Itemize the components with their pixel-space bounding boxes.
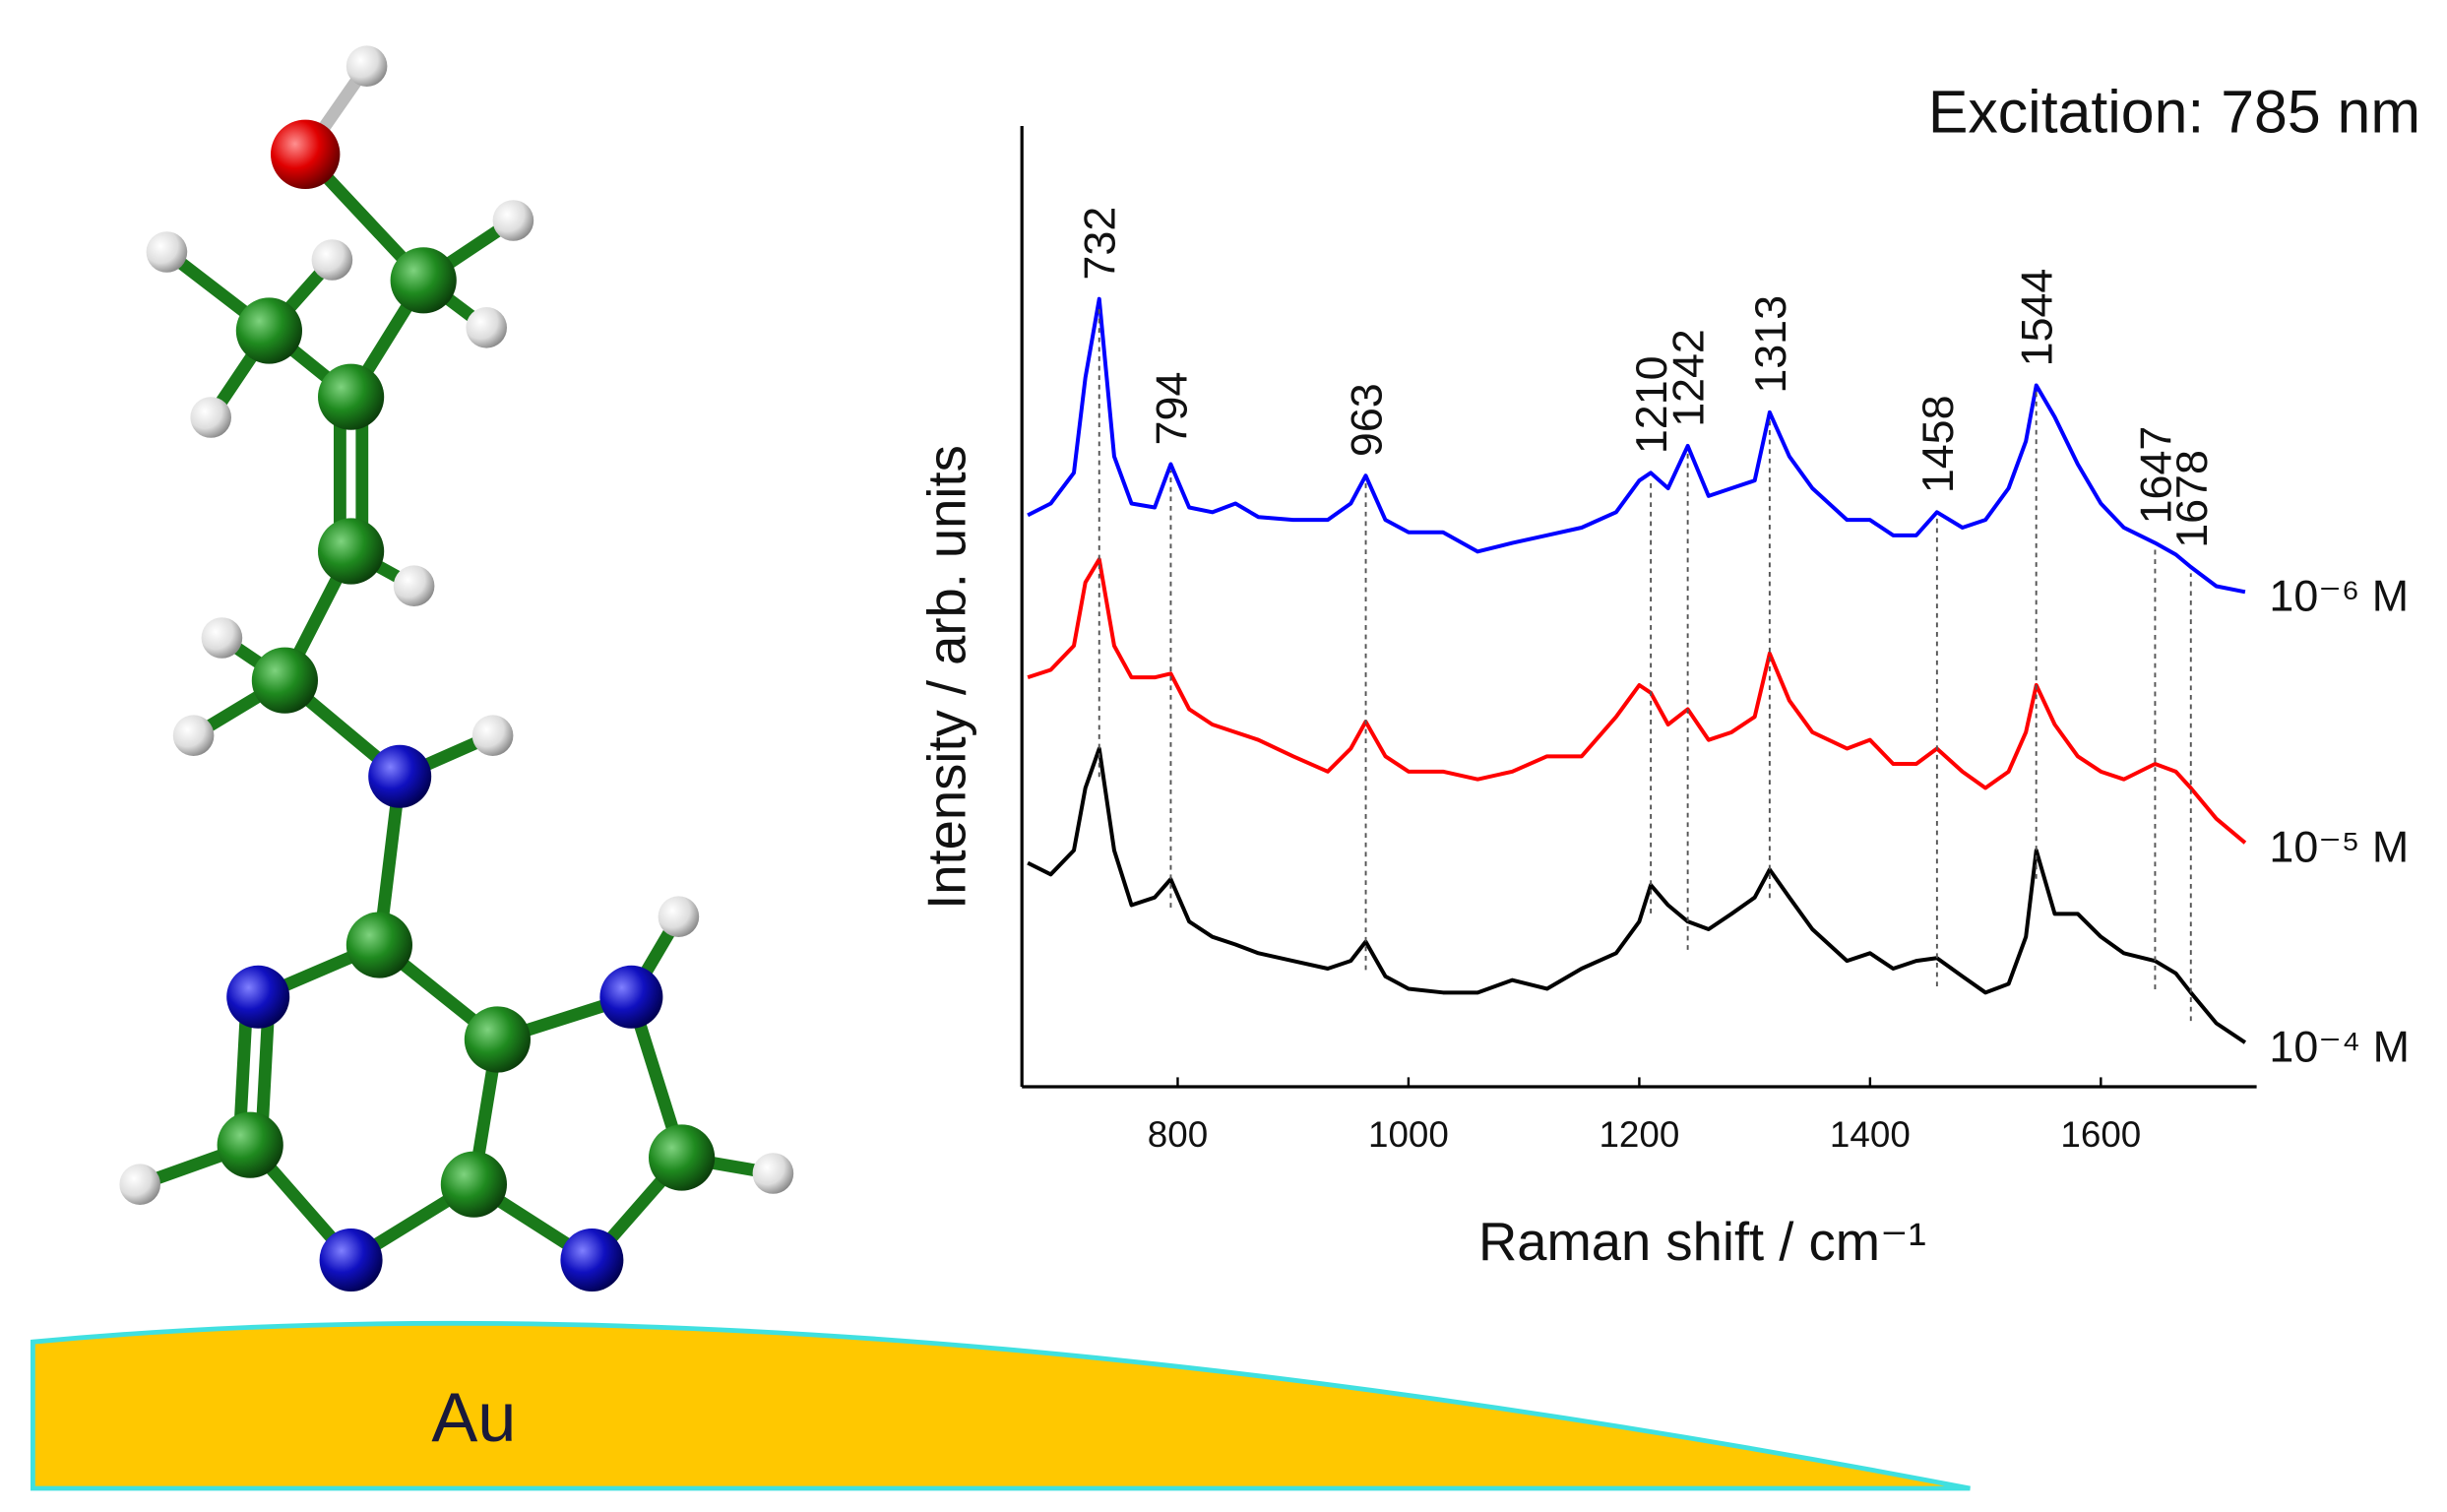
- spectrum-line: [1027, 557, 2247, 845]
- chart: Excitation: 785 nm Raman shift / cm⁻¹ Inte…: [917, 78, 2420, 1272]
- peak-label: 1210: [1627, 355, 1676, 454]
- series-label: 10⁻⁶ M: [2269, 572, 2409, 621]
- peak-label: 1242: [1664, 329, 1714, 427]
- peak-label: 1678: [2167, 450, 2217, 548]
- x-tick-label: 1200: [1599, 1114, 1679, 1155]
- surface-label: Au: [431, 1378, 516, 1456]
- peak-label: 1647: [2131, 426, 2180, 525]
- spectrum-line: [1027, 746, 2247, 1044]
- series-label: 10⁻⁴ M: [2269, 1022, 2409, 1071]
- peak-label: 963: [1343, 383, 1392, 457]
- atoms: [119, 45, 794, 1292]
- series-label: 10⁻⁵ M: [2269, 822, 2409, 871]
- peak-label: 1458: [1914, 395, 1963, 493]
- bonds: [133, 59, 780, 1267]
- x-axis-label: Raman shift / cm⁻¹: [1478, 1212, 1926, 1272]
- x-tick-label: 1000: [1368, 1114, 1449, 1155]
- peak-label: 1544: [2013, 269, 2062, 367]
- gold-surface: [31, 1320, 1971, 1491]
- peak-label: 732: [1076, 207, 1125, 281]
- spectrum-line: [1027, 296, 2246, 595]
- x-tick-label: 1600: [2060, 1114, 2141, 1155]
- molecule: [119, 45, 794, 1292]
- x-tick-label: 1400: [1830, 1114, 1911, 1155]
- chart-title: Excitation: 785 nm: [1928, 78, 2420, 145]
- peak-label: 1313: [1746, 295, 1795, 394]
- peak-label: 794: [1147, 372, 1196, 446]
- x-tick-label: 800: [1148, 1114, 1208, 1155]
- y-axis-label: Intensity / arb. units: [917, 445, 977, 910]
